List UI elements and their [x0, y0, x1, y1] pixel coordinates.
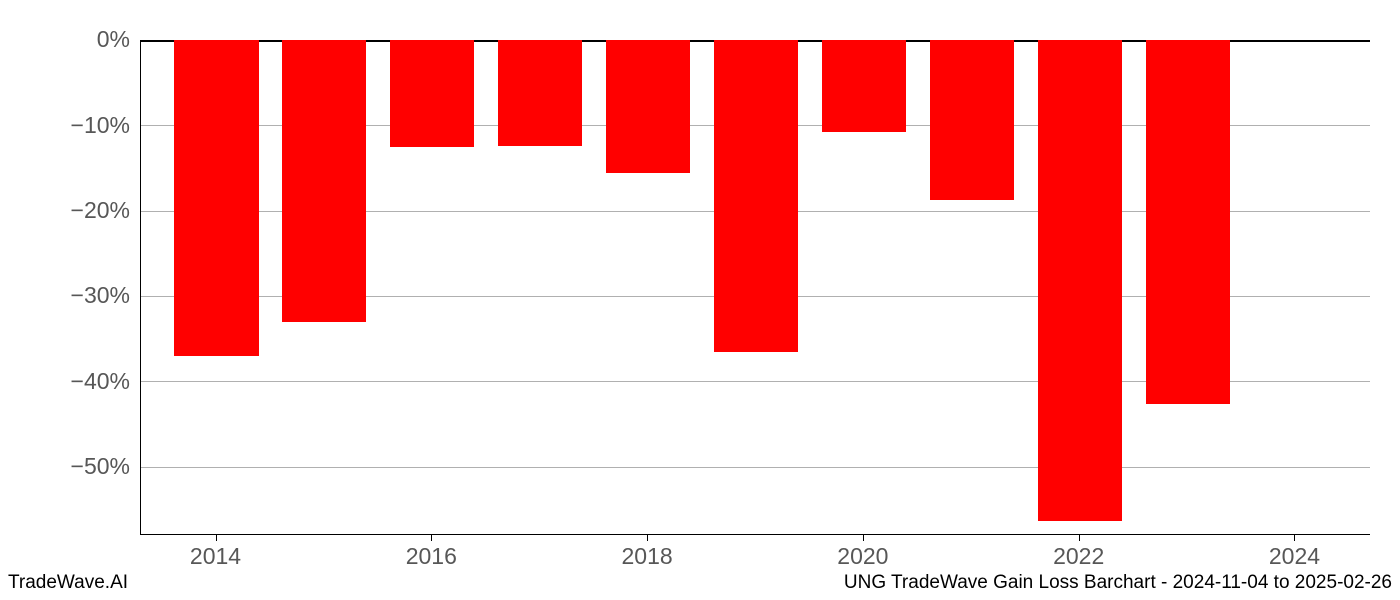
x-tick-label: 2022	[1039, 543, 1119, 570]
y-tick-label: −50%	[10, 453, 130, 480]
x-tick-mark	[647, 535, 648, 541]
bar	[822, 40, 906, 132]
x-tick-label: 2018	[607, 543, 687, 570]
bar	[498, 40, 582, 146]
x-tick-mark	[216, 535, 217, 541]
y-tick-label: −30%	[10, 282, 130, 309]
x-tick-label: 2014	[176, 543, 256, 570]
y-tick-label: −20%	[10, 197, 130, 224]
gridline	[141, 467, 1370, 468]
bar	[174, 40, 258, 356]
x-tick-mark	[1294, 535, 1295, 541]
bar	[606, 40, 690, 173]
plot-area	[140, 40, 1370, 535]
y-tick-label: 0%	[10, 26, 130, 53]
bar	[714, 40, 798, 352]
x-tick-label: 2020	[823, 543, 903, 570]
footer-right-label: UNG TradeWave Gain Loss Barchart - 2024-…	[844, 572, 1392, 594]
y-tick-label: −10%	[10, 112, 130, 139]
bar	[1038, 40, 1122, 521]
y-tick-label: −40%	[10, 368, 130, 395]
bar	[930, 40, 1014, 200]
x-tick-mark	[431, 535, 432, 541]
x-tick-mark	[1079, 535, 1080, 541]
x-tick-label: 2016	[391, 543, 471, 570]
footer-left-label: TradeWave.AI	[8, 572, 128, 594]
bar	[390, 40, 474, 147]
bar	[1146, 40, 1230, 404]
x-tick-mark	[863, 535, 864, 541]
chart-container: TradeWave.AI UNG TradeWave Gain Loss Bar…	[0, 0, 1400, 600]
x-tick-label: 2024	[1254, 543, 1334, 570]
bar	[282, 40, 366, 322]
